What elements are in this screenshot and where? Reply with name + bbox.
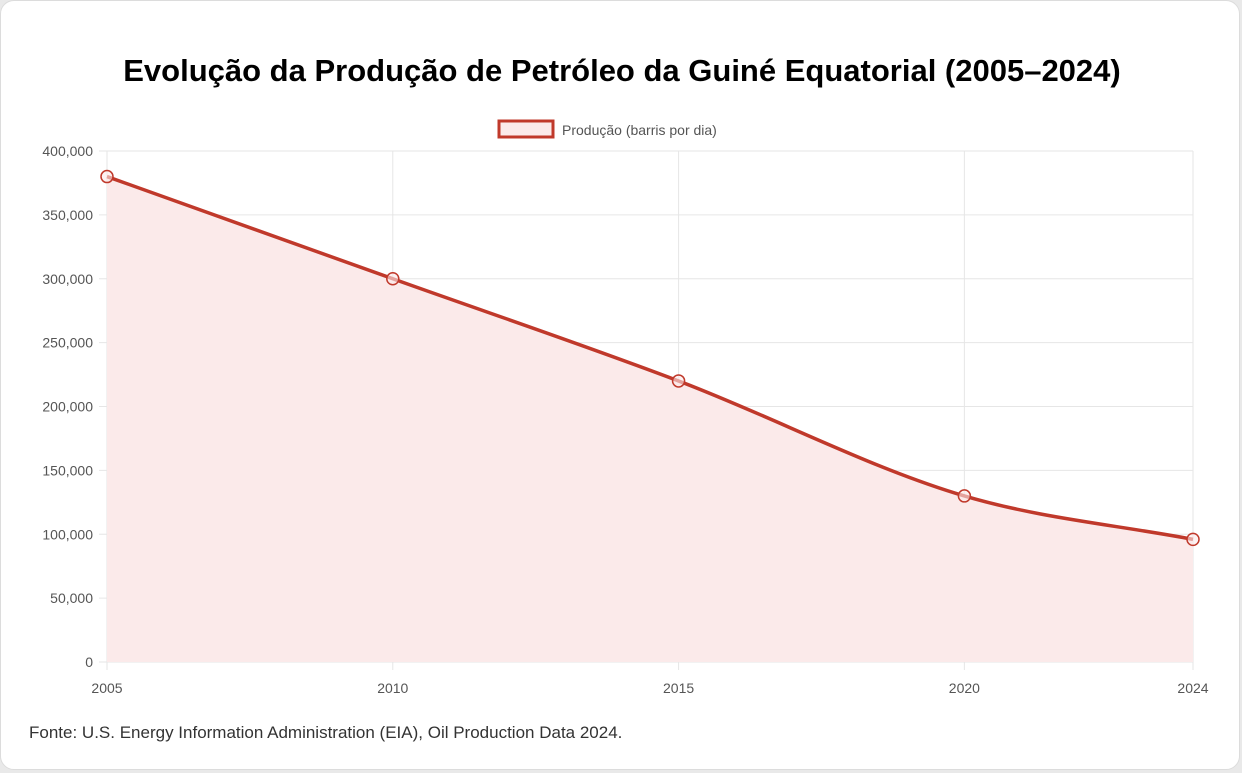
legend-swatch [497, 119, 555, 139]
y-tick-label: 300,000 [42, 271, 93, 287]
y-tick-label: 0 [85, 654, 93, 670]
data-point-2015 [671, 374, 686, 388]
x-tick-label: 2020 [949, 680, 980, 696]
y-tick-label: 250,000 [42, 335, 93, 351]
y-tick-label: 50,000 [50, 590, 93, 606]
x-tick-label: 2015 [663, 680, 694, 696]
y-tick-label: 150,000 [42, 462, 93, 478]
y-tick-label: 400,000 [42, 143, 93, 159]
x-axis-ticks: 2005 2010 2015 2020 2024 [91, 680, 1208, 696]
points-layer [100, 169, 1200, 547]
data-point-2010 [386, 272, 400, 286]
x-tick-label: 2024 [1177, 680, 1208, 696]
source-note: Fonte: U.S. Energy Information Administr… [29, 723, 623, 742]
y-tick-label: 350,000 [42, 207, 93, 223]
y-tick-label: 200,000 [42, 399, 93, 415]
data-point-2005 [100, 169, 114, 184]
area-layer [107, 176, 1193, 663]
data-point-2024 [1186, 532, 1200, 547]
y-tick-label: 100,000 [42, 526, 93, 542]
area-fill [107, 176, 1193, 663]
y-axis-ticks: 0 50,000 100,000 150,000 200,000 250,000 300,0… [42, 143, 93, 670]
chart-title: Evolução da Produção de Petróleo da Guin… [123, 53, 1121, 88]
x-tick-label: 2010 [377, 680, 408, 696]
legend[interactable]: Produção (barris por dia) [497, 119, 717, 139]
x-tick-label: 2005 [91, 680, 122, 696]
data-point-2020 [957, 489, 972, 503]
legend-label: Produção (barris por dia) [562, 122, 717, 138]
